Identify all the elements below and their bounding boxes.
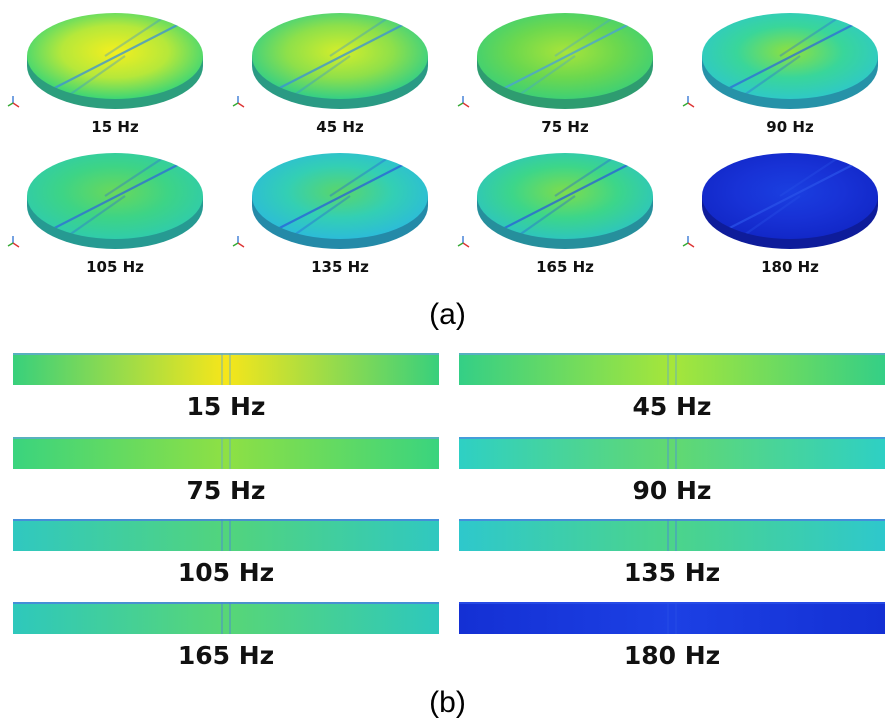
axis-triad-icon (682, 236, 695, 248)
strip-label: 75 Hz (186, 476, 266, 505)
disk-contour-75hz (477, 13, 653, 109)
disk-contour-135hz (252, 153, 428, 249)
disk-label: 105 Hz (86, 258, 144, 276)
disk-cell: 165 Hz (457, 150, 665, 290)
disk-contour-90hz (702, 13, 878, 109)
axis-triad-icon (232, 96, 245, 108)
section-strip-180hz (459, 602, 885, 634)
disk-label: 75 Hz (541, 118, 589, 136)
axis-triad-icon (7, 236, 20, 248)
axis-triad-icon (682, 96, 695, 108)
axis-triad-icon (457, 236, 470, 248)
strip-label: 45 Hz (632, 392, 712, 421)
disk-cell: 180 Hz (682, 150, 890, 290)
strip-label: 90 Hz (632, 476, 712, 505)
section-strip-90hz (459, 437, 885, 469)
strip-label: 105 Hz (177, 558, 275, 587)
disk-label: 15 Hz (91, 118, 139, 136)
disk-contour-15hz (27, 13, 203, 109)
axis-triad-icon (232, 236, 245, 248)
disk-label: 135 Hz (311, 258, 369, 276)
disk-cell: 15 Hz (7, 10, 215, 150)
disk-contour-45hz (252, 13, 428, 109)
section-strip-45hz (459, 353, 885, 385)
strip-label: 135 Hz (623, 558, 721, 587)
disk-contour-180hz (702, 153, 878, 249)
section-strip-165hz (13, 602, 439, 634)
panel-a-caption: (a) (429, 298, 466, 331)
disk-cell: 135 Hz (232, 150, 440, 290)
strip-label: 180 Hz (623, 641, 721, 670)
disk-cell: 45 Hz (232, 10, 440, 150)
strip-label: 15 Hz (186, 392, 266, 421)
disk-label: 90 Hz (766, 118, 814, 136)
disk-label: 45 Hz (316, 118, 364, 136)
axis-triad-icon (457, 96, 470, 108)
strip-label: 165 Hz (177, 641, 275, 670)
panel-b-caption: (b) (429, 686, 466, 719)
disk-label: 180 Hz (761, 258, 819, 276)
section-strip-135hz (459, 519, 885, 551)
disk-cell: 105 Hz (7, 150, 215, 290)
section-strip-15hz (13, 353, 439, 385)
disk-contour-165hz (477, 153, 653, 249)
axis-triad-icon (7, 96, 20, 108)
disk-cell: 90 Hz (682, 10, 890, 150)
disk-cell: 75 Hz (457, 10, 665, 150)
section-strip-75hz (13, 437, 439, 469)
disk-contour-105hz (27, 153, 203, 249)
section-strip-105hz (13, 519, 439, 551)
disk-label: 165 Hz (536, 258, 594, 276)
